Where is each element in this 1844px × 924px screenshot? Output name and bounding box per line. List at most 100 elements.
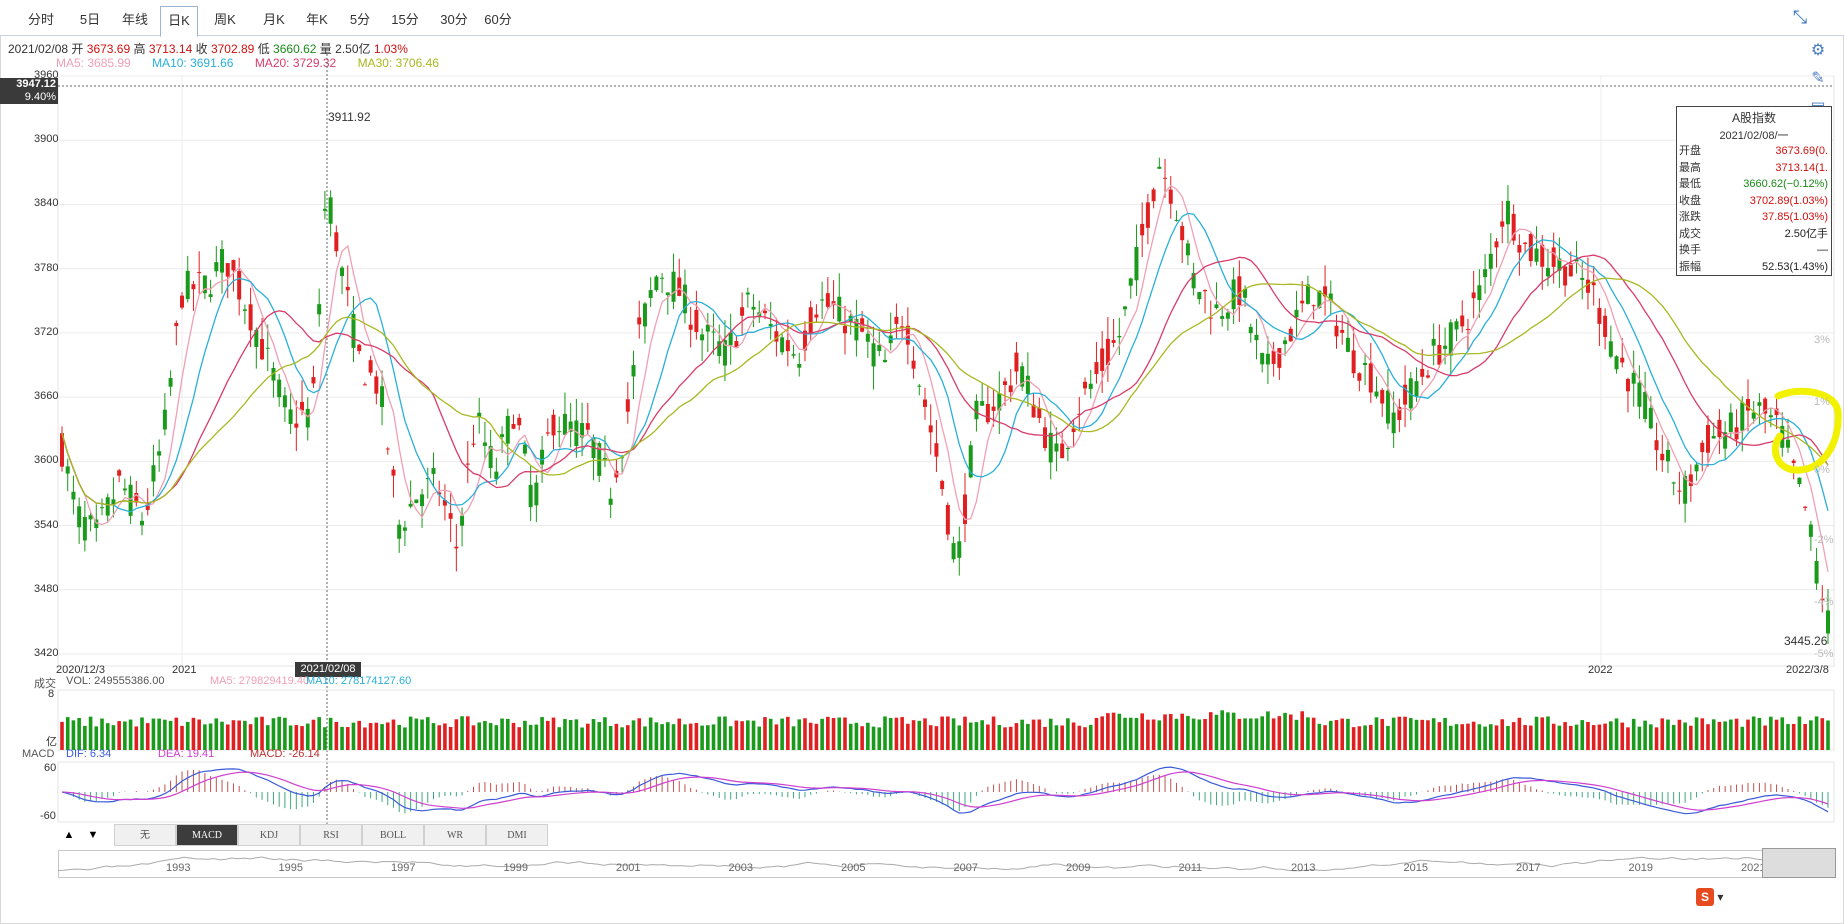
volume-bar xyxy=(385,722,390,750)
volume-bar xyxy=(220,721,224,750)
volume-bar xyxy=(968,722,973,750)
tab-0[interactable]: 分时 xyxy=(27,12,54,27)
volume-bar xyxy=(140,717,144,750)
candle-body xyxy=(1803,506,1808,508)
candle-body xyxy=(1243,288,1248,298)
candle-body xyxy=(511,423,516,429)
volume-bar xyxy=(1271,718,1276,750)
tooltip-date: 2021/02/08/一 xyxy=(1719,130,1789,142)
candle-body xyxy=(1643,391,1648,419)
y-tick-2: 3840 xyxy=(34,197,59,210)
indicator-tab-1[interactable]: MACD xyxy=(176,824,238,846)
volume-bar xyxy=(597,722,602,750)
volume-bar xyxy=(483,721,487,750)
volume-bar xyxy=(1694,717,1699,750)
tab-5[interactable]: 月K xyxy=(263,12,285,27)
volume-bar xyxy=(511,722,516,750)
volume-bar xyxy=(260,716,264,750)
tab-9[interactable]: 30分 xyxy=(440,12,468,27)
overview-line xyxy=(58,856,1834,872)
candle-body xyxy=(231,260,236,271)
volume-bar xyxy=(1100,716,1104,750)
ma-legend: MA5: 3685.99 MA10: 3691.66 MA20: 3729.32… xyxy=(56,56,439,70)
tab-3[interactable]: 日K xyxy=(160,6,198,37)
pct-tick-0: 3% xyxy=(1814,334,1830,346)
candle-body xyxy=(340,267,345,276)
volume-bar xyxy=(454,719,459,750)
ma20-line xyxy=(61,254,1829,506)
tab-1[interactable]: 5日 xyxy=(79,12,101,27)
candle-body xyxy=(1471,292,1476,299)
overview-handle[interactable] xyxy=(1762,848,1836,878)
volume-bar xyxy=(317,717,321,750)
candle-body xyxy=(917,385,922,387)
volume-bar xyxy=(866,722,870,750)
candle-body xyxy=(1311,305,1316,307)
shrink-icon[interactable]: ⤡ xyxy=(1792,7,1808,27)
tab-4[interactable]: 周K xyxy=(214,12,236,27)
y-tick-4: 3720 xyxy=(34,325,59,338)
scroll-up-button[interactable]: ▲ xyxy=(63,829,75,841)
tab-6[interactable]: 年K xyxy=(306,12,328,27)
candle-body xyxy=(1603,315,1608,337)
volume-bar xyxy=(768,718,773,750)
volume-bar xyxy=(1391,717,1396,750)
volume-bar xyxy=(1809,720,1813,750)
volume-bar xyxy=(1174,718,1179,750)
candle-body xyxy=(1180,226,1185,241)
candle-body xyxy=(391,469,396,476)
tab-2[interactable]: 年线 xyxy=(121,12,148,27)
candle-body xyxy=(1574,259,1579,262)
volume-bar xyxy=(1008,726,1013,750)
candle-body xyxy=(871,343,876,367)
volume-bar xyxy=(585,723,590,750)
x-axis-start: 2020/12/3 xyxy=(56,664,105,676)
indicator-tab-2[interactable]: KDJ xyxy=(238,824,300,846)
volume-bar xyxy=(174,717,179,750)
candle-body xyxy=(557,431,562,433)
dea-line xyxy=(61,771,1829,811)
pencil-icon[interactable]: ✎ xyxy=(1811,70,1825,87)
indicator-tab-0[interactable]: 无 xyxy=(114,824,176,846)
indicator-tab-5[interactable]: WR xyxy=(424,824,486,846)
indicator-tab-6[interactable]: DMI xyxy=(486,824,548,846)
overview-scroller[interactable] xyxy=(58,850,1834,878)
scroll-down-button[interactable]: ▼ xyxy=(87,829,99,841)
volume-unit: 亿 xyxy=(46,736,57,748)
gear-icon[interactable]: ⚙ xyxy=(1810,42,1826,59)
volume-bar xyxy=(494,725,499,750)
candle-body xyxy=(1494,241,1499,248)
candle-body xyxy=(1340,329,1345,333)
candle-body xyxy=(1751,412,1756,419)
overview-year-14: 2021 xyxy=(1741,862,1766,874)
candle-body xyxy=(1637,382,1642,407)
volume-bar xyxy=(837,717,842,750)
candle-body xyxy=(1031,404,1036,418)
indicator-tab-4[interactable]: BOLL xyxy=(362,824,424,846)
candle-body xyxy=(734,341,739,348)
sogou-badge[interactable]: S ▾ xyxy=(1696,888,1736,908)
candle-body xyxy=(357,344,362,352)
tooltip-value: 3660.62(−0.12%) xyxy=(1743,178,1828,190)
candle-body xyxy=(740,307,745,316)
candle-body xyxy=(1665,449,1670,462)
tab-8[interactable]: 15分 xyxy=(391,12,419,27)
volume-bar xyxy=(1826,720,1830,750)
tab-10[interactable]: 60分 xyxy=(484,12,512,27)
macd-dea: DEA: 19.41 xyxy=(158,748,215,760)
volume-bar xyxy=(608,725,613,750)
candle-body xyxy=(1545,268,1550,277)
candle-body xyxy=(1477,285,1482,301)
indicator-tab-3[interactable]: RSI xyxy=(300,824,362,846)
volume-bar xyxy=(397,724,401,750)
pct-tick-2: 0% xyxy=(1814,464,1830,476)
volume-bar xyxy=(1254,718,1259,750)
candle-body xyxy=(580,423,585,438)
volume-bar xyxy=(1243,718,1247,750)
volume-bar xyxy=(545,720,550,750)
volume-bar xyxy=(1654,727,1659,750)
volume-bar xyxy=(1677,719,1682,750)
tab-7[interactable]: 5分 xyxy=(349,12,371,27)
volume-bar xyxy=(100,718,104,750)
volume-bar xyxy=(1128,717,1133,750)
